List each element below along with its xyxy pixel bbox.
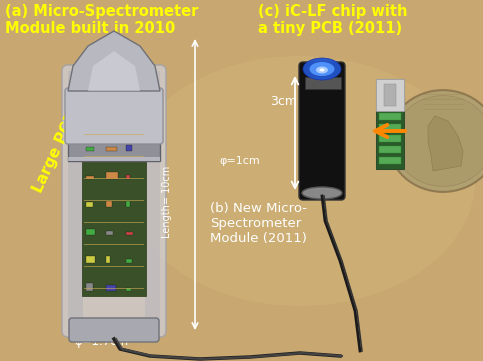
- Ellipse shape: [303, 58, 341, 80]
- Bar: [86, 202, 93, 207]
- Bar: [84, 287, 144, 289]
- Bar: [84, 178, 144, 179]
- Text: φ=1cm: φ=1cm: [220, 156, 260, 166]
- Bar: [126, 288, 131, 291]
- Bar: [305, 77, 341, 89]
- Ellipse shape: [310, 62, 335, 76]
- Bar: [82, 106, 146, 296]
- FancyBboxPatch shape: [62, 65, 166, 337]
- Bar: [376, 79, 404, 110]
- Bar: [145, 71, 160, 331]
- Bar: [106, 231, 114, 235]
- Ellipse shape: [394, 96, 483, 186]
- Bar: [106, 256, 111, 263]
- Bar: [84, 200, 144, 201]
- Text: φ=1.7cm: φ=1.7cm: [75, 335, 129, 348]
- Bar: [84, 265, 144, 267]
- Text: 3cm: 3cm: [270, 95, 298, 108]
- Bar: [84, 156, 144, 157]
- Bar: [68, 143, 160, 161]
- Polygon shape: [88, 51, 140, 91]
- Bar: [126, 232, 133, 235]
- Text: Large PCB: Large PCB: [30, 109, 81, 195]
- Bar: [86, 229, 95, 235]
- Bar: [126, 201, 130, 207]
- Bar: [379, 124, 401, 131]
- Bar: [126, 259, 132, 263]
- Bar: [106, 172, 118, 179]
- Bar: [379, 113, 401, 120]
- Bar: [126, 145, 132, 151]
- Bar: [68, 157, 160, 161]
- Bar: [379, 135, 401, 142]
- Bar: [376, 79, 404, 169]
- Bar: [384, 83, 396, 106]
- Text: (a) Micro-Spectrometer
Module built in 2010: (a) Micro-Spectrometer Module built in 2…: [5, 4, 198, 36]
- Bar: [84, 244, 144, 245]
- Polygon shape: [428, 116, 463, 171]
- Ellipse shape: [316, 66, 328, 74]
- Bar: [86, 256, 95, 263]
- Bar: [379, 157, 401, 164]
- Bar: [379, 146, 401, 153]
- FancyBboxPatch shape: [69, 318, 159, 342]
- FancyBboxPatch shape: [65, 88, 163, 144]
- Ellipse shape: [125, 56, 475, 306]
- Bar: [106, 201, 112, 207]
- Bar: [84, 222, 144, 223]
- Bar: [376, 110, 404, 169]
- FancyBboxPatch shape: [299, 62, 345, 200]
- Text: (b) New Micro-
Spectrometer
Module (2011): (b) New Micro- Spectrometer Module (2011…: [210, 202, 307, 245]
- Bar: [86, 283, 93, 291]
- Bar: [126, 175, 130, 179]
- Bar: [68, 71, 83, 331]
- Bar: [84, 134, 144, 135]
- Ellipse shape: [302, 187, 342, 199]
- Bar: [106, 147, 117, 151]
- Bar: [86, 176, 94, 179]
- Text: Length= 10cm: Length= 10cm: [162, 166, 171, 238]
- Text: (c) iC-LF chip with
a tiny PCB (2011): (c) iC-LF chip with a tiny PCB (2011): [258, 4, 408, 36]
- Bar: [106, 285, 116, 291]
- Polygon shape: [68, 31, 160, 91]
- Ellipse shape: [388, 90, 483, 192]
- Bar: [86, 147, 94, 151]
- Ellipse shape: [319, 69, 325, 71]
